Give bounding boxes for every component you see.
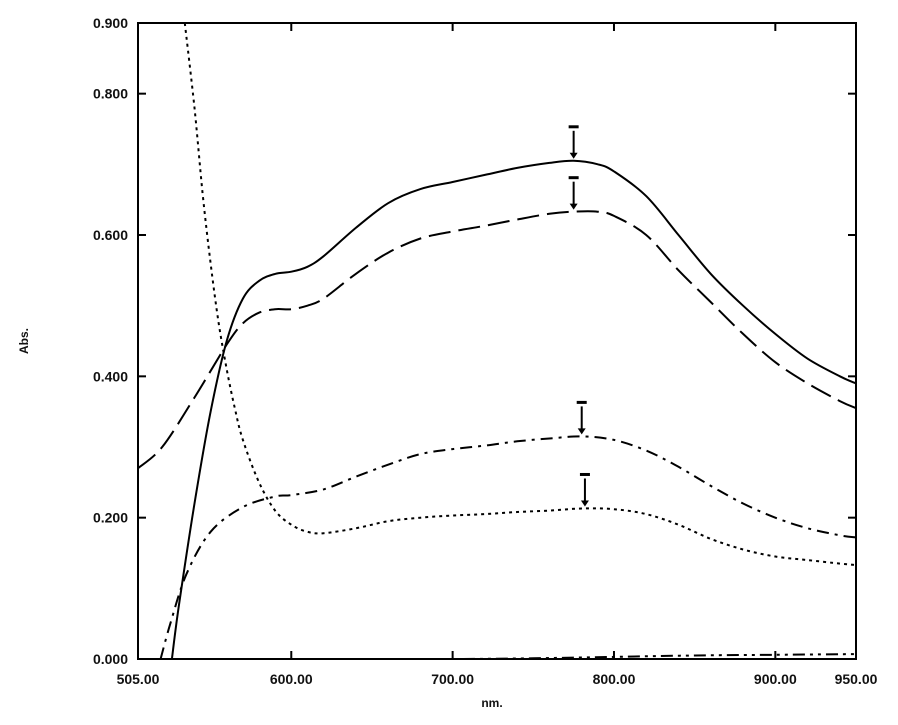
x-tick-label: 800.00	[593, 671, 636, 687]
series-line-solid	[170, 159, 857, 660]
y-tick-label: 0.900	[93, 15, 128, 31]
y-tick-label: 0.200	[93, 510, 128, 526]
y-tick-label: 0.400	[93, 368, 128, 384]
axis-tick-labels: 505.00 600.00 700.00 800.00 900.00 950.00 0.00…	[93, 15, 878, 687]
peak-marker	[579, 472, 590, 507]
x-tick-label: 600.00	[270, 671, 313, 687]
peak-markers	[568, 125, 590, 507]
peak-marker	[568, 125, 579, 159]
x-tick-label: 950.00	[835, 671, 878, 687]
series-line-dash-dot-dot	[363, 653, 857, 661]
series-line-long-dash	[137, 210, 857, 469]
x-tick-label: 900.00	[754, 671, 797, 687]
series-line-dash-dot	[159, 435, 857, 660]
x-tick-label: 700.00	[431, 671, 474, 687]
series-line-dotted	[183, 22, 857, 566]
y-tick-label: 0.800	[93, 86, 128, 102]
axis-ticks	[137, 22, 857, 660]
x-tick-label: 505.00	[117, 671, 160, 687]
peak-marker	[576, 400, 587, 435]
y-tick-label: 0.000	[93, 651, 128, 667]
series-layer	[137, 22, 857, 661]
peak-marker	[568, 176, 579, 210]
y-axis-title: Abs.	[17, 328, 31, 354]
y-tick-label: 0.600	[93, 227, 128, 243]
plot-frame	[137, 22, 857, 660]
x-axis-title: nm.	[481, 696, 502, 710]
